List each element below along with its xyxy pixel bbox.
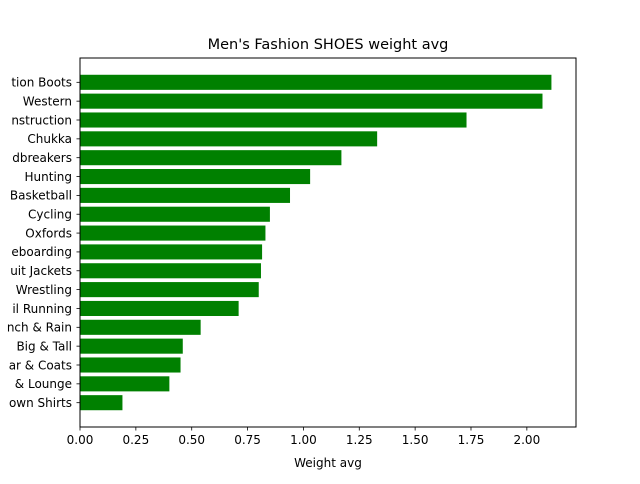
y-tick-label: nch & Rain — [7, 321, 72, 335]
bar-14 — [80, 338, 183, 354]
bar-4 — [80, 150, 342, 166]
bar-9 — [80, 244, 263, 260]
bar-17 — [80, 395, 123, 411]
y-tick-label: Oxfords — [25, 226, 72, 240]
plot-frame — [79, 57, 577, 428]
bar-1 — [80, 93, 543, 109]
bar-10 — [80, 263, 261, 279]
x-tick-label: 2.00 — [513, 433, 540, 447]
bar-16 — [80, 376, 170, 392]
y-tick-label: own Shirts — [9, 396, 72, 410]
chart-title: Men's Fashion SHOES weight avg — [208, 37, 449, 53]
bar-6 — [80, 187, 291, 203]
x-ticks-group: 0.00 0.25 0.50 0.75 1.00 1.25 1.50 1.75 2.00 — [67, 427, 540, 447]
y-tick-label: nstruction — [11, 113, 72, 127]
bar-13 — [80, 319, 201, 335]
y-tick-label: Cycling — [28, 208, 72, 222]
y-tick-label: il Running — [12, 302, 72, 316]
bar-15 — [80, 357, 181, 373]
bar-5 — [80, 169, 311, 185]
y-tick-label: tion Boots — [11, 76, 72, 90]
y-tick-label: Big & Tall — [16, 339, 72, 353]
bar-0 — [80, 74, 552, 90]
y-tick-label: eboarding — [11, 245, 72, 259]
y-tick-label: Chukka — [27, 132, 72, 146]
bar-12 — [80, 300, 239, 316]
x-tick-label: 0.50 — [178, 433, 205, 447]
x-tick-label: 1.50 — [402, 433, 429, 447]
bar-8 — [80, 225, 266, 241]
y-tick-label: uit Jackets — [10, 264, 72, 278]
x-tick-label: 1.75 — [458, 433, 485, 447]
y-tick-label: Basketball — [10, 189, 72, 203]
bar-2 — [80, 112, 467, 128]
x-tick-label: 0.00 — [67, 433, 94, 447]
bar-7 — [80, 206, 270, 222]
y-tick-label: Wrestling — [16, 283, 72, 297]
y-tick-label: Hunting — [25, 170, 73, 184]
x-axis-label: Weight avg — [294, 456, 362, 470]
x-tick-label: 0.25 — [122, 433, 149, 447]
bar-3 — [80, 131, 378, 147]
x-tick-label: 1.00 — [290, 433, 317, 447]
y-tick-label: Western — [23, 94, 72, 108]
x-tick-label: 1.25 — [346, 433, 373, 447]
bars-group — [80, 74, 552, 411]
y-ticks-group: tion Boots Western nstruction Chukka dbreake… — [7, 76, 80, 410]
y-tick-label: ar & Coats — [9, 358, 72, 372]
bar-11 — [80, 282, 259, 298]
x-tick-label: 0.75 — [234, 433, 261, 447]
y-tick-label: & Lounge — [15, 377, 72, 391]
y-tick-label: dbreakers — [12, 151, 72, 165]
